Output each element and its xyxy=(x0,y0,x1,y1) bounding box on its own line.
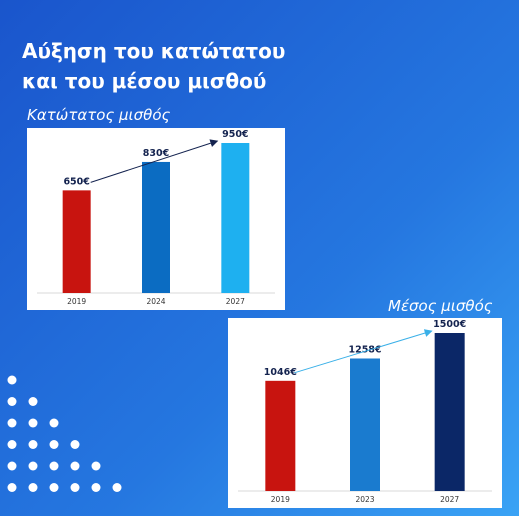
bar xyxy=(62,190,91,293)
dot xyxy=(70,440,80,449)
x-tick-label: 2023 xyxy=(355,495,374,504)
trend-arrow xyxy=(294,329,433,374)
x-tick-label: 2024 xyxy=(146,297,165,306)
chart-title: Μέσος μισθός xyxy=(388,297,493,315)
value-label: 650€ xyxy=(63,176,89,187)
bar xyxy=(221,143,250,293)
value-label: 1500€ xyxy=(433,319,466,330)
value-label: 950€ xyxy=(222,129,248,140)
dot xyxy=(70,461,80,471)
bar xyxy=(265,380,296,491)
dot xyxy=(91,461,101,471)
bar xyxy=(350,358,380,491)
value-label: 1046€ xyxy=(264,367,297,378)
bar xyxy=(142,161,170,293)
dot xyxy=(28,440,38,449)
dot xyxy=(49,461,59,471)
title-box: Αύξηση του κατώτατου και του μέσου μισθο… xyxy=(22,39,286,93)
value-label: 830€ xyxy=(143,148,169,159)
dot xyxy=(7,375,17,385)
dot xyxy=(49,440,59,449)
dot xyxy=(28,397,38,406)
chart-title: Κατώτατος μισθός xyxy=(27,106,170,124)
dot xyxy=(28,483,38,492)
x-tick-label: 2027 xyxy=(226,297,245,306)
dot xyxy=(49,418,59,428)
dot xyxy=(7,397,17,406)
page-title: Αύξηση του κατώτατου και του μέσου μισθο… xyxy=(22,39,286,93)
x-tick-label: 2027 xyxy=(440,495,459,504)
dot xyxy=(7,461,17,471)
dot xyxy=(7,440,17,449)
dot xyxy=(28,461,38,471)
bar xyxy=(434,333,465,491)
dot xyxy=(91,483,101,492)
x-tick-label: 2019 xyxy=(271,495,290,504)
dot xyxy=(7,418,17,428)
x-tick-label: 2019 xyxy=(67,297,86,306)
value-label: 1258€ xyxy=(348,344,381,355)
dot xyxy=(49,483,59,492)
dot xyxy=(112,483,122,492)
dot xyxy=(7,483,17,492)
dot xyxy=(28,418,38,428)
dot xyxy=(70,483,80,492)
decoration-dots xyxy=(7,375,122,492)
trend-arrow xyxy=(90,139,219,183)
